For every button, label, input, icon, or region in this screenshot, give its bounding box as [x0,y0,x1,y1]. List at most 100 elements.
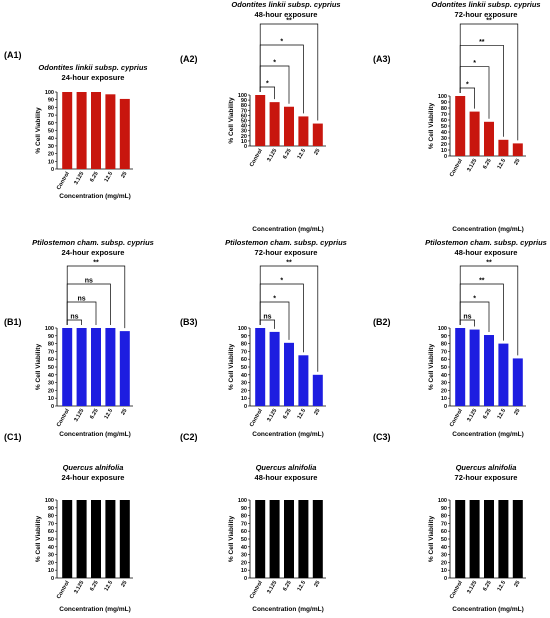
significance-label: ** [286,260,292,267]
x-tick-label: 3.125 [466,158,478,173]
x-tick-label: 12.5 [497,580,508,592]
significance-label: ns [78,296,86,303]
y-tick-label: 100 [45,90,54,96]
x-tick-label: 25 [313,408,321,416]
x-axis-label: Concentration (mg/mL) [59,606,131,613]
bar [312,374,323,406]
y-tick-label: 10 [48,159,54,165]
y-tick-label: 30 [241,381,247,387]
y-tick-label: 60 [441,529,447,535]
chart-subtitle: 72-hour exposure [455,473,518,482]
y-tick-label: 70 [441,521,447,527]
x-tick-label: 12.5 [497,408,508,420]
y-tick-label: 20 [48,560,54,566]
bar [269,331,280,406]
y-tick-label: 80 [241,514,247,520]
bar [469,329,480,406]
y-tick-label: 100 [238,93,247,99]
y-tick-label: 30 [441,136,447,142]
y-axis-label: % Cell Viability [428,103,435,150]
y-tick-label: 10 [441,148,447,154]
bar [298,355,309,406]
y-tick-label: 100 [438,498,447,504]
y-axis-label: % Cell Viability [228,516,235,563]
y-tick-label: 10 [241,139,247,145]
x-tick-label: 3.125 [466,408,478,423]
x-axis-label: Concentration (mg/mL) [252,226,324,233]
panel-label: (C3) [373,432,391,442]
significance-label: ** [93,260,99,267]
x-tick-label: Control [56,408,71,428]
y-tick-label: 80 [241,342,247,348]
y-tick-label: 60 [241,357,247,363]
y-tick-label: 70 [441,112,447,118]
y-tick-label: 70 [241,108,247,114]
bar [469,111,480,156]
x-tick-label: Control [449,408,464,428]
y-axis-label: % Cell Viability [35,344,42,391]
x-tick-label: 12.5 [497,158,508,170]
y-tick-label: 60 [48,121,54,127]
y-axis-label: % Cell Viability [228,344,235,391]
y-tick-label: 20 [241,388,247,394]
bar [298,500,309,578]
bar [91,328,101,406]
chart-title: Quercus alnifolia [456,463,517,472]
y-tick-label: 90 [241,334,247,340]
bar [255,95,266,146]
x-tick-label: 12.5 [104,580,115,592]
y-tick-label: 20 [241,134,247,140]
panel-label: (A2) [180,54,198,64]
y-tick-label: 10 [441,568,447,574]
bar [512,143,523,156]
y-tick-label: 10 [48,568,54,574]
x-tick-label: 12.5 [104,408,115,420]
y-tick-label: 50 [441,365,447,371]
x-tick-label: 6.25 [482,580,493,592]
y-tick-label: 70 [241,349,247,355]
bar [255,500,266,578]
bar [455,328,466,406]
y-tick-label: 60 [441,357,447,363]
panel-label: (A1) [4,50,22,60]
significance-label: ns [85,278,93,285]
bar [91,92,101,169]
y-tick-label: 90 [241,506,247,512]
x-tick-label: 25 [513,408,521,416]
significance-bracket [459,23,519,141]
y-tick-label: 20 [441,142,447,148]
y-tick-label: 70 [48,349,54,355]
y-tick-label: 70 [48,521,54,527]
significance-label: * [280,278,283,285]
x-tick-label: 12.5 [297,148,308,160]
chart-subtitle: 24-hour exposure [62,248,125,257]
y-tick-label: 30 [48,553,54,559]
bar [91,500,101,578]
y-tick-label: 50 [48,537,54,543]
bar [498,139,509,156]
y-tick-label: 60 [48,357,54,363]
chart-title: Odontites linkii subsp. cyprius [431,0,540,9]
x-tick-label: Control [249,408,264,428]
y-tick-label: 90 [441,100,447,106]
x-tick-label: 3.125 [73,171,85,186]
bar [284,500,294,578]
x-tick-label: Control [449,580,464,600]
y-tick-label: 100 [238,498,247,504]
x-tick-label: Control [249,580,264,600]
bar [62,92,73,169]
y-tick-label: 40 [241,545,247,551]
panel: (B3) Ptilostemon cham. subsp. cyprius72-h… [180,238,347,438]
bar [498,500,509,578]
x-tick-label: 3.125 [73,580,85,595]
x-tick-label: 25 [120,408,128,416]
x-tick-label: 3.125 [466,580,478,595]
x-tick-label: 6.25 [89,171,100,183]
bar [62,500,73,578]
panel: (B2) Ptilostemon cham. subsp. cyprius48-h… [373,238,547,438]
y-tick-label: 10 [48,396,54,402]
x-tick-label: 3.125 [266,148,278,163]
bar [76,500,87,578]
y-tick-label: 70 [241,521,247,527]
